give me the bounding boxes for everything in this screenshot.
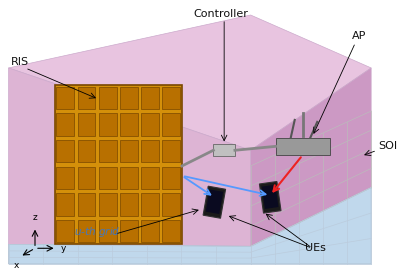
Bar: [213, 144, 235, 156]
Text: z: z: [33, 213, 37, 222]
Bar: [162, 113, 180, 136]
Bar: [206, 189, 223, 214]
Bar: [203, 186, 226, 218]
Bar: [56, 113, 74, 136]
Bar: [162, 167, 180, 189]
Text: AP: AP: [352, 31, 366, 41]
Bar: [56, 167, 74, 189]
Bar: [56, 87, 74, 109]
Bar: [141, 193, 159, 216]
Bar: [162, 87, 180, 109]
Bar: [120, 113, 138, 136]
Bar: [99, 140, 117, 162]
Bar: [120, 193, 138, 216]
Bar: [162, 220, 180, 242]
Bar: [56, 140, 74, 162]
Text: x: x: [14, 261, 19, 270]
Bar: [120, 87, 138, 109]
Text: SOI: SOI: [378, 141, 397, 151]
Text: UEs: UEs: [304, 243, 325, 253]
Bar: [56, 193, 74, 216]
Bar: [99, 167, 117, 189]
Polygon shape: [54, 85, 182, 244]
Text: y: y: [60, 244, 66, 253]
Polygon shape: [8, 15, 371, 150]
Polygon shape: [8, 68, 251, 246]
Bar: [99, 87, 117, 109]
Bar: [141, 167, 159, 189]
Bar: [120, 140, 138, 162]
Bar: [56, 220, 74, 242]
Bar: [78, 220, 95, 242]
Bar: [99, 113, 117, 136]
Bar: [141, 220, 159, 242]
Bar: [78, 167, 95, 189]
Bar: [78, 193, 95, 216]
Bar: [120, 220, 138, 242]
Bar: [276, 138, 330, 155]
Bar: [262, 185, 278, 209]
Bar: [99, 193, 117, 216]
Bar: [260, 182, 281, 213]
Bar: [162, 193, 180, 216]
Polygon shape: [251, 68, 371, 246]
Bar: [120, 167, 138, 189]
Bar: [78, 113, 95, 136]
Text: $u$-th grid: $u$-th grid: [74, 225, 121, 239]
Bar: [78, 140, 95, 162]
Text: Controller: Controller: [194, 9, 249, 19]
Bar: [141, 113, 159, 136]
Bar: [141, 87, 159, 109]
Bar: [141, 140, 159, 162]
Bar: [99, 220, 117, 242]
Text: RIS: RIS: [10, 57, 29, 67]
Bar: [78, 87, 95, 109]
Bar: [162, 140, 180, 162]
Polygon shape: [8, 188, 371, 264]
